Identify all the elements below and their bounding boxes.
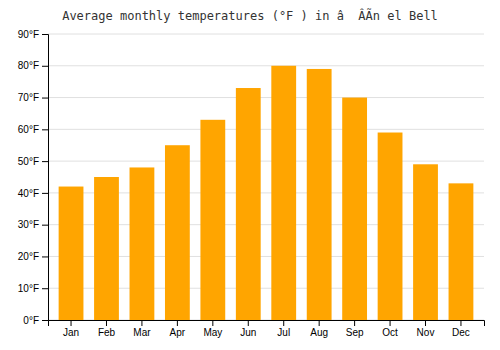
tick-mark — [319, 320, 320, 326]
tick: 40°F — [18, 188, 48, 199]
tick-mark — [71, 320, 72, 326]
tick: Jun — [240, 320, 256, 338]
tick-mark — [390, 320, 391, 326]
tick-mark — [425, 320, 426, 326]
tick-mark — [42, 256, 48, 257]
tick: 80°F — [18, 60, 48, 71]
tick-mark — [42, 288, 48, 289]
tick: Dec — [452, 320, 470, 338]
tick-label: Dec — [452, 327, 470, 338]
tick-mark — [42, 66, 48, 67]
tick-label: Sep — [346, 327, 364, 338]
grid-line — [48, 97, 484, 98]
tick-label: Oct — [382, 327, 398, 338]
bar — [342, 98, 367, 320]
tick-mark — [42, 225, 48, 226]
tick-label: 10°F — [18, 283, 39, 294]
tick-mark — [283, 320, 284, 326]
tick: Jan — [63, 320, 79, 338]
chart: 0°F 10°F 20°F 30°F 40°F 50°F 60°F 70°F 80°F 90°F J… — [0, 0, 500, 350]
bar — [413, 164, 438, 320]
tick-mark — [354, 320, 355, 326]
grid-line — [48, 34, 484, 35]
grid — [48, 34, 484, 320]
tick: 60°F — [18, 124, 48, 135]
tick-mark — [42, 34, 48, 35]
bar — [59, 187, 84, 320]
axis-line — [42, 35, 49, 321]
grid-line — [48, 129, 484, 130]
bars — [59, 66, 474, 320]
tick-mark — [460, 320, 461, 326]
tick: Jul — [277, 320, 290, 338]
tick-mark — [106, 320, 107, 326]
bar — [130, 167, 155, 320]
tick: Apr — [170, 320, 186, 338]
grid-line — [48, 65, 484, 66]
tick-label: Mar — [133, 327, 151, 338]
tick-mark — [177, 320, 178, 326]
tick-label: 50°F — [18, 156, 39, 167]
tick-label: Apr — [170, 327, 186, 338]
bar — [94, 177, 119, 320]
tick: Aug — [310, 320, 328, 338]
axis-line — [49, 321, 485, 327]
tick-label: Feb — [98, 327, 116, 338]
tick: 20°F — [18, 251, 48, 262]
bar — [271, 66, 296, 320]
bar — [236, 88, 261, 320]
tick-label: 80°F — [18, 60, 39, 71]
bar — [378, 133, 403, 320]
tick: May — [203, 320, 222, 338]
plot: 0°F 10°F 20°F 30°F 40°F 50°F 60°F 70°F 80°F 90°F J… — [18, 29, 485, 338]
tick: 70°F — [18, 92, 48, 103]
tick-mark — [141, 320, 142, 326]
bar — [165, 145, 190, 320]
grid-line — [48, 161, 484, 162]
tick-label: 70°F — [18, 92, 39, 103]
tick-label: Aug — [310, 327, 328, 338]
x-axis: Jan Feb Mar Apr May Jun Jul Aug Sep Oct Nov Dec — [49, 320, 485, 338]
tick-mark — [42, 129, 48, 130]
tick-label: 40°F — [18, 188, 39, 199]
bar — [449, 183, 474, 320]
tick: 30°F — [18, 219, 48, 230]
tick: Mar — [133, 320, 151, 338]
tick-label: Jun — [240, 327, 256, 338]
tick-label: 20°F — [18, 251, 39, 262]
tick: Nov — [417, 320, 435, 338]
tick-label: Jul — [277, 327, 290, 338]
tick-label: May — [203, 327, 222, 338]
tick-label: 60°F — [18, 124, 39, 135]
tick: 50°F — [18, 156, 48, 167]
bar — [307, 69, 332, 320]
tick-label: 90°F — [18, 29, 39, 40]
title: Average monthly temperatures (°F ) in â … — [62, 8, 438, 23]
y-axis: 0°F 10°F 20°F 30°F 40°F 50°F 60°F 70°F 80°F 90°F — [18, 29, 49, 326]
tick: Feb — [98, 320, 116, 338]
tick-mark — [42, 98, 48, 99]
tick: 10°F — [18, 283, 48, 294]
tick-mark — [42, 193, 48, 194]
bar — [200, 120, 225, 320]
tick-label: 0°F — [23, 315, 39, 326]
tick: 0°F — [23, 315, 48, 326]
tick: 90°F — [18, 29, 48, 40]
tick-mark — [248, 320, 249, 326]
tick-label: Jan — [63, 327, 79, 338]
tick-mark — [212, 320, 213, 326]
tick: Oct — [382, 320, 398, 338]
tick: Sep — [346, 320, 364, 338]
tick-label: 30°F — [18, 219, 39, 230]
tick-label: Nov — [417, 327, 435, 338]
tick-mark — [42, 161, 48, 162]
tick-mark — [42, 320, 48, 321]
